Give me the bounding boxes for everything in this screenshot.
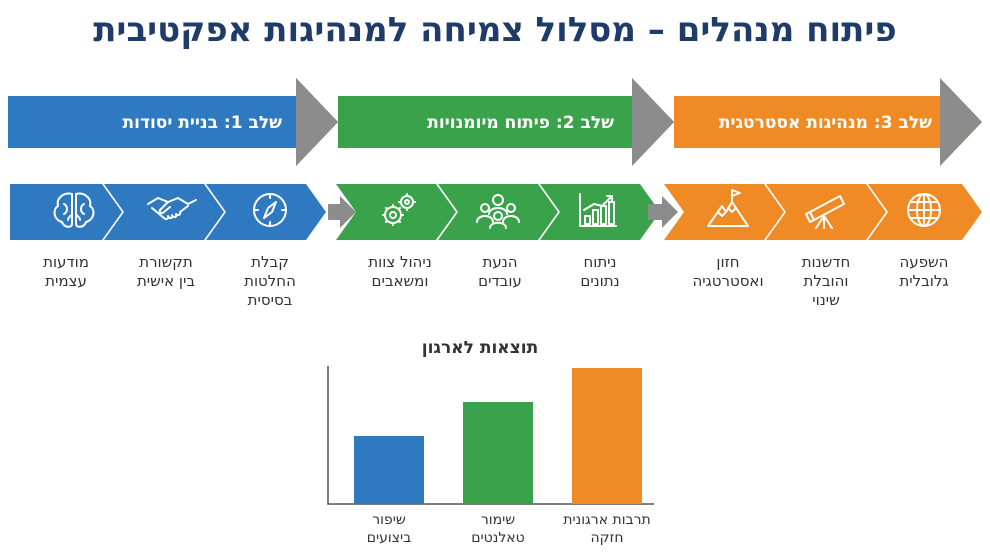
stage-2-label: שלב 2: פיתוח מיומנויות <box>427 113 614 133</box>
skill-caption-innovation: חדשנות והובלת שינוי <box>778 253 874 310</box>
skill-caption-line: ניתוח <box>583 253 617 271</box>
bar-label-line: שיפור <box>372 512 406 528</box>
stage-3-banner <box>674 78 982 166</box>
growth-chart-icon <box>579 193 617 227</box>
chevron-team-mgmt <box>336 184 456 240</box>
bar-label-line: ביצועים <box>366 530 412 546</box>
skill-caption-line: והובלת <box>803 272 849 290</box>
results-chart-title: תוצאות לארגון <box>421 338 539 358</box>
stage-banners: שלב 1: בניית יסודות שלב 2: פיתוח מיומנוי… <box>8 78 982 166</box>
skill-caption-data-analysis: ניתוח נתונים <box>552 253 648 291</box>
skill-caption-line: עצמית <box>45 272 87 290</box>
chevron-innovation <box>766 184 886 240</box>
telescope-icon <box>805 195 845 229</box>
bar-3 <box>572 368 642 504</box>
skill-caption-line: חזון <box>716 253 740 271</box>
skill-caption-motivation: הנעת עובדים <box>452 253 548 291</box>
bar-label-performance: שיפור ביצועים <box>334 511 444 547</box>
skill-caption-line: נתונים <box>580 272 620 290</box>
skill-caption-line: עובדים <box>478 272 522 290</box>
bar-label-line: תרבות ארגונית <box>563 512 651 528</box>
skill-caption-self-awareness: מודעות עצמית <box>18 253 114 291</box>
globe-icon <box>907 193 941 227</box>
skill-caption-line: בסיסית <box>247 291 293 309</box>
skill-caption-line: קבלת <box>251 253 289 271</box>
handshake-icon <box>147 197 197 221</box>
chevron-vision <box>664 184 784 240</box>
skill-caption-line: מודעות <box>43 253 89 271</box>
stage-2-tip-shade <box>632 78 674 166</box>
skill-caption-line: ואסטרטגיה <box>692 272 764 290</box>
skill-caption-decision: קבלת החלטות בסיסית <box>222 253 318 310</box>
bar-label-line: טאלנטים <box>471 530 525 546</box>
bar-label-retention: שימור טאלנטים <box>443 511 553 547</box>
skill-caption-line: ניהול צוות <box>368 253 432 271</box>
skill-caption-line: הנעת <box>482 253 518 271</box>
team-icon <box>476 194 520 229</box>
stage-1-banner <box>8 78 338 166</box>
stage-3-tip-shade <box>940 78 982 166</box>
skill-caption-line: בין אישית <box>136 272 196 290</box>
skill-caption-line: השפעה <box>899 253 949 271</box>
results-chart <box>327 366 654 505</box>
page-title: פיתוח מנהלים – מסלול צמיחה למנהיגות אפקט… <box>93 10 897 50</box>
skill-caption-line: תקשורת <box>139 253 193 271</box>
skill-caption-global: השפעה גלובלית <box>876 253 972 291</box>
connector-arrow-1 <box>328 196 356 228</box>
skill-caption-line: גלובלית <box>899 272 949 290</box>
bar-label-culture: תרבות ארגונית חזקה <box>552 511 662 547</box>
bar-label-line: חזקה <box>590 530 624 546</box>
skill-caption-team-mgmt: ניהול צוות ומשאבים <box>352 253 448 291</box>
bar-label-line: שימור <box>480 512 516 528</box>
bar-2 <box>463 402 533 504</box>
chart-axis <box>327 366 654 505</box>
skill-caption-line: ומשאבים <box>371 272 429 290</box>
skill-caption-interpersonal: תקשורת בין אישית <box>118 253 214 291</box>
skill-caption-line: חדשנות <box>801 253 851 271</box>
compass-icon <box>253 193 287 227</box>
brain-icon <box>53 192 95 228</box>
skill-caption-line: שינוי <box>812 291 840 309</box>
bar-1 <box>354 436 424 504</box>
stage-1-label: שלב 1: בניית יסודות <box>123 113 283 133</box>
skill-caption-vision: חזון ואסטרטגיה <box>680 253 776 291</box>
connector-arrow-2 <box>648 196 678 228</box>
stage-1-tip-shade <box>296 78 338 166</box>
gears-icon <box>382 193 416 226</box>
mountain-flag-icon <box>707 189 749 227</box>
stage-2-banner <box>338 78 674 166</box>
stage-3-label: שלב 3: מנהיגות אסטרטגית <box>719 113 932 133</box>
skill-chevrons <box>10 184 982 240</box>
skill-caption-line: החלטות <box>244 272 296 290</box>
